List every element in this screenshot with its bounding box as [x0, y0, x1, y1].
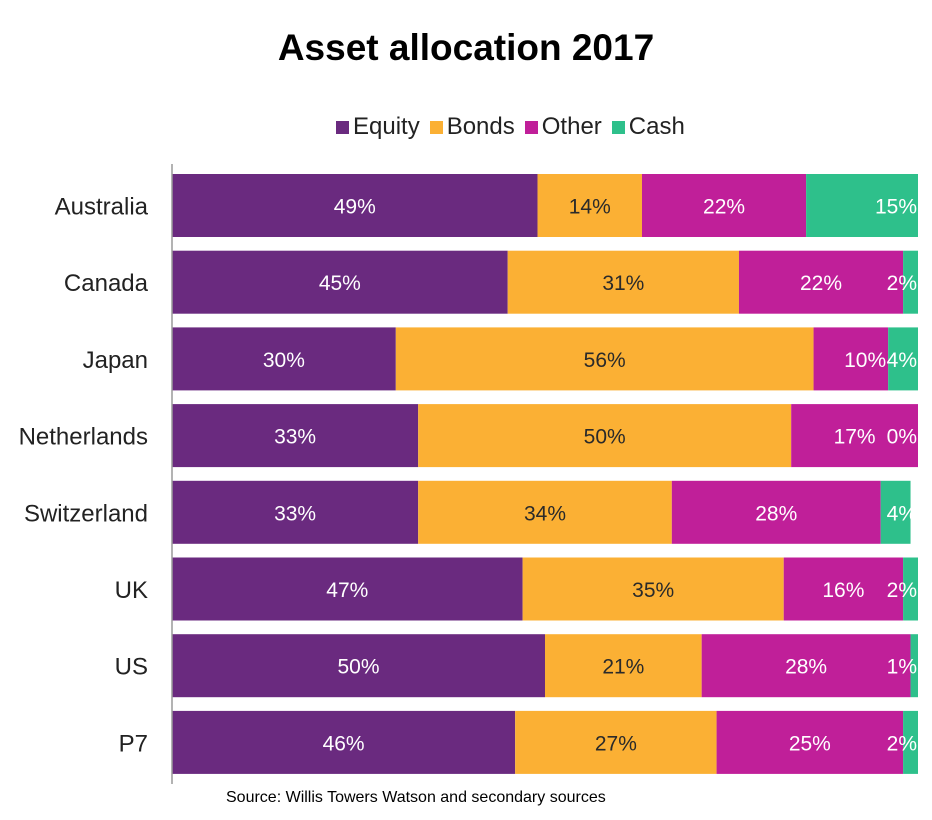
- value-label-us-bonds: 21%: [602, 656, 644, 679]
- bar-australia-equity: [172, 174, 538, 237]
- bar-japan-bonds: [395, 327, 814, 391]
- bar-p7-cash: [903, 710, 918, 774]
- value-label-p7-bonds: 27%: [595, 732, 637, 755]
- value-label-us-cash: 1%: [887, 656, 917, 679]
- category-label-p7: P7: [119, 730, 148, 757]
- category-label-canada: Canada: [64, 270, 149, 297]
- bar-australia-bonds: [537, 174, 642, 237]
- category-label-switzerland: Switzerland: [24, 500, 148, 527]
- value-label-p7-equity: 46%: [323, 732, 365, 755]
- value-label-canada-other: 22%: [800, 272, 842, 295]
- bar-switzerland-other: [671, 480, 881, 544]
- bar-australia-other: [641, 174, 807, 237]
- value-label-japan-cash: 4%: [887, 349, 917, 372]
- value-label-switzerland-bonds: 34%: [524, 502, 566, 525]
- legend-swatch-other: [524, 120, 538, 134]
- bar-japan-cash: [888, 327, 918, 391]
- legend-swatch-bonds: [429, 120, 443, 134]
- value-label-canada-equity: 45%: [319, 272, 361, 295]
- legend-item-cash: Cash: [611, 113, 685, 141]
- value-label-japan-equity: 30%: [263, 349, 305, 372]
- chart-legend: Equity Bonds Other Cash: [336, 112, 695, 142]
- source-note: Source: Willis Towers Watson and seconda…: [226, 789, 606, 806]
- bar-uk-bonds: [522, 557, 784, 621]
- value-label-switzerland-cash: 4%: [887, 502, 917, 525]
- bar-us-bonds: [545, 634, 702, 698]
- value-label-australia-equity: 49%: [334, 196, 376, 219]
- value-label-australia-cash: 15%: [875, 196, 917, 219]
- category-label-netherlands: Netherlands: [19, 424, 148, 451]
- bar-japan-other: [813, 327, 889, 391]
- value-label-australia-other: 22%: [703, 196, 745, 219]
- category-label-japan: Japan: [83, 347, 148, 374]
- bar-us-cash: [910, 634, 918, 698]
- value-label-uk-other: 16%: [822, 579, 864, 602]
- legend-item-other: Other: [524, 113, 602, 141]
- chart-title: Asset allocation 2017: [277, 27, 655, 68]
- value-label-switzerland-other: 28%: [755, 502, 797, 525]
- value-label-netherlands-cash: 0%: [887, 426, 917, 449]
- value-label-japan-bonds: 56%: [584, 349, 626, 372]
- category-label-us: US: [115, 654, 148, 681]
- value-label-uk-bonds: 35%: [632, 579, 674, 602]
- value-label-us-equity: 50%: [337, 656, 379, 679]
- legend-item-bonds: Bonds: [429, 113, 515, 141]
- value-label-japan-other: 10%: [844, 349, 886, 372]
- value-label-australia-bonds: 14%: [569, 196, 611, 219]
- value-label-canada-cash: 2%: [887, 272, 917, 295]
- bar-australia-cash: [806, 174, 918, 237]
- bar-canada-cash: [903, 250, 918, 314]
- bar-uk-cash: [903, 557, 918, 621]
- value-label-uk-equity: 47%: [326, 579, 368, 602]
- value-label-uk-cash: 2%: [887, 579, 917, 602]
- bar-us-other: [701, 634, 911, 698]
- bar-canada-bonds: [507, 250, 739, 314]
- bar-p7-equity: [172, 710, 516, 774]
- legend-swatch-cash: [611, 120, 625, 134]
- bar-japan-equity: [172, 327, 396, 391]
- category-label-australia: Australia: [55, 194, 149, 221]
- value-label-us-other: 28%: [785, 656, 827, 679]
- value-label-p7-cash: 2%: [887, 732, 917, 755]
- bar-p7-bonds: [515, 710, 717, 774]
- bar-canada-equity: [172, 250, 508, 314]
- value-label-netherlands-bonds: 50%: [584, 426, 626, 449]
- bar-canada-other: [738, 250, 904, 314]
- legend-item-equity: Equity: [336, 113, 420, 141]
- legend-label-bonds: Bonds: [446, 113, 515, 140]
- bar-us-equity: [172, 634, 545, 698]
- value-label-p7-other: 25%: [789, 732, 831, 755]
- bar-netherlands-other: [791, 404, 918, 468]
- value-label-canada-bonds: 31%: [602, 272, 644, 295]
- bar-uk-other: [783, 557, 904, 621]
- bar-uk-equity: [172, 557, 523, 621]
- value-label-netherlands-equity: 33%: [274, 426, 316, 449]
- bar-netherlands-bonds: [418, 404, 792, 468]
- legend-swatch-equity: [336, 120, 349, 134]
- legend-label-other: Other: [541, 113, 602, 140]
- value-label-switzerland-equity: 33%: [274, 502, 316, 525]
- bar-p7-other: [716, 710, 904, 774]
- category-label-uk: UK: [115, 577, 148, 604]
- legend-label-equity: Equity: [353, 113, 420, 140]
- bar-switzerland-cash: [880, 480, 911, 544]
- bar-switzerland-bonds: [418, 480, 672, 544]
- bar-netherlands-equity: [172, 404, 419, 468]
- bar-switzerland-equity: [172, 480, 419, 544]
- legend-label-cash: Cash: [628, 113, 685, 140]
- value-label-netherlands-other: 17%: [834, 426, 876, 449]
